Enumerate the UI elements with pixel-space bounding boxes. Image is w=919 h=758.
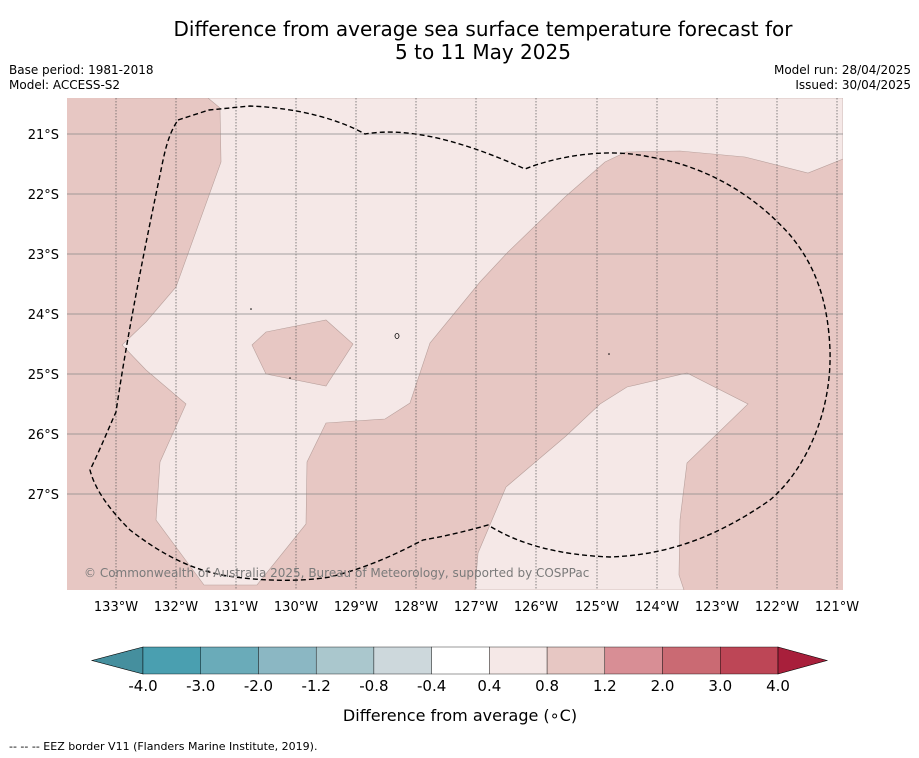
colorbar-segment [662,646,721,675]
anomaly-region-0-4-0-8-west [116,98,843,586]
colorbar-segment [373,646,432,675]
colorbar-extension-low [90,646,144,675]
anomaly-region-0-4-0-8-southeast [474,372,749,590]
title-line-2: 5 to 11 May 2025 [395,40,571,64]
colorbar-tick-label: 3.0 [708,677,732,695]
title-line-1: Difference from average sea surface temp… [173,17,793,41]
lon-label: 132°W [154,600,198,615]
lon-label: 126°W [514,600,558,615]
lon-label: 133°W [94,600,138,615]
graticule-lat [67,133,843,495]
colorbar-tick-label: -0.8 [359,677,388,695]
island [608,353,610,355]
longitude-labels: 133°W 132°W 131°W 130°W 129°W 128°W 127°… [94,600,859,615]
colorbar-segment [720,646,779,675]
eez-legend-note: -- -- -- EEZ border V11 (Flanders Marine… [9,740,318,753]
colorbar-tick-label: 0.4 [477,677,501,695]
lon-label: 131°W [214,600,258,615]
latitude-labels: 21°S 22°S 23°S 24°S 25°S 26°S 27°S [28,128,59,503]
lat-label: 26°S [28,428,59,443]
colorbar-segment [142,646,201,675]
colorbar-segment [489,646,548,675]
lat-label: 25°S [28,368,59,383]
lat-label: 23°S [28,248,59,263]
colorbar-tick-label: 1.2 [593,677,617,695]
model-info: Base period: 1981-2018 Model: ACCESS-S2 [9,63,154,93]
lon-label: 123°W [695,600,739,615]
colorbar-tick-label: 0.8 [535,677,559,695]
colorbar-segment [431,646,490,675]
colorbar-tick-label: -2.0 [244,677,273,695]
colorbar-extension-high [777,646,829,675]
lon-label: 124°W [635,600,679,615]
lon-label: 121°W [815,600,859,615]
lat-label: 24°S [28,308,59,323]
model-name: Model: ACCESS-S2 [9,78,121,92]
map-title: Difference from average sea surface temp… [0,18,919,64]
colorbar-segment [604,646,663,675]
eez-border [89,105,831,581]
issued-date: Issued: 30/04/2025 [795,78,911,92]
lon-label: 125°W [575,600,619,615]
lon-label: 129°W [334,600,378,615]
lat-label: 27°S [28,488,59,503]
lat-label: 22°S [28,188,59,203]
lon-label: 122°W [755,600,799,615]
colorbar-tick-label: 4.0 [766,677,790,695]
island [289,377,291,379]
island [394,333,400,339]
colorbar-tick-label: -0.4 [417,677,446,695]
colorbar-segment [315,646,375,675]
map-area [67,98,843,590]
island [250,308,252,310]
base-period: Base period: 1981-2018 [9,63,154,77]
colorbar-segment [200,646,259,675]
colorbar-tick-label: -3.0 [186,677,215,695]
model-run: Model run: 28/04/2025 [773,63,911,77]
lon-label: 130°W [274,600,318,615]
colorbar-tick-label: -4.0 [128,677,157,695]
lon-label: 128°W [394,600,438,615]
run-info: Model run: 28/04/2025 Issued: 30/04/2025 [774,63,911,93]
colorbar-tick-label: 2.0 [651,677,675,695]
graticule [115,98,838,590]
colorbar-tick-label: -1.2 [302,677,331,695]
colorbar-label: Difference from average (∘C) [343,706,577,725]
lon-label: 127°W [454,600,498,615]
lat-label: 21°S [28,128,59,143]
copyright-notice: © Commonwealth of Australia 2025, Bureau… [84,566,589,580]
colorbar-segment [546,646,606,675]
colorbar-segment [258,646,317,675]
colorbar: -4.0 -3.0 -2.0 -1.2 -0.8 -0.4 0.4 0.8 1.2 2.0 3.0 4… [90,646,829,695]
